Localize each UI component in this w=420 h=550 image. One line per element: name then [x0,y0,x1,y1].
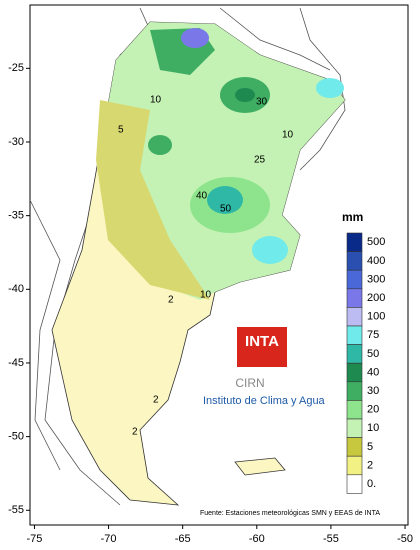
logo-box [237,327,287,367]
contour-label: 2 [153,395,159,406]
legend-label: 20 [367,404,379,416]
legend-label: 50 [367,348,379,360]
contour-label: 10 [282,130,294,141]
legend-swatch [346,437,363,457]
legend-label: 2 [367,459,373,471]
legend-swatch [346,400,363,420]
y-tick-label: -25 [8,62,24,74]
x-tick-label: -50 [397,533,413,545]
region-75 [252,236,288,264]
legend-label: 30 [367,385,379,397]
legend-swatch [346,362,363,383]
legend-label: 200 [367,292,385,304]
region-30 [148,135,172,155]
x-tick-label: -55 [323,533,339,545]
y-tick-label: -40 [8,283,24,295]
region-5 [96,100,210,300]
x-tick-label: -75 [26,533,42,545]
legend-label: 300 [367,273,385,285]
legend-label: 500 [367,236,385,248]
legend-swatch [346,288,363,308]
source-note: Fuente: Estaciones meteorológicas SMN y … [200,510,380,517]
y-tick-label: -45 [8,357,24,369]
y-tick-label: -30 [8,136,24,148]
legend-label: 10 [367,422,379,434]
x-tick-label: -65 [175,533,191,545]
islands [234,457,286,476]
contour-label: 10 [150,95,162,106]
legend-swatch [346,269,363,290]
logo-name: INTA [245,333,279,350]
contour-labels: 10 30 10 5 40 50 25 2 10 2 2 [118,95,294,438]
logo-unit: CIRN [235,376,264,390]
legend-label: 100 [367,311,385,323]
logo-institute: Instituto de Clima y Agua [203,395,326,407]
y-tick-label: -50 [8,431,24,443]
legend-label: 400 [367,255,385,267]
legend-label: 0. [367,478,376,490]
legend-swatch [346,474,363,494]
legend-swatch [346,232,363,252]
legend-swatch [346,455,363,476]
region-50 [207,186,243,214]
legend-swatch [346,344,363,364]
y-tick-label: -55 [8,504,24,516]
contour-label: 5 [118,125,124,136]
contour-label: 50 [220,204,232,215]
contour-label: 30 [256,97,268,108]
y-tick-label: -35 [8,210,24,222]
contour-label: 10 [200,290,212,301]
contour-label: 2 [132,427,138,438]
legend-swatch [346,418,363,438]
legend-label: 75 [367,329,379,341]
legend-swatch [346,251,363,271]
contour-label: 25 [254,155,266,166]
region-40 [235,88,255,102]
contour-label: 40 [196,191,208,202]
region-75 [316,78,344,98]
contour-label: 2 [168,295,174,306]
region-200 [181,28,209,48]
legend-swatch [346,307,363,327]
legend-label: 5 [367,441,373,453]
legend-swatch [346,325,363,345]
legend-label: 40 [367,366,379,378]
x-tick-label: -60 [249,533,265,545]
legend-title: mm [342,210,363,224]
legend-swatch [346,381,363,401]
x-tick-label: -70 [101,533,117,545]
